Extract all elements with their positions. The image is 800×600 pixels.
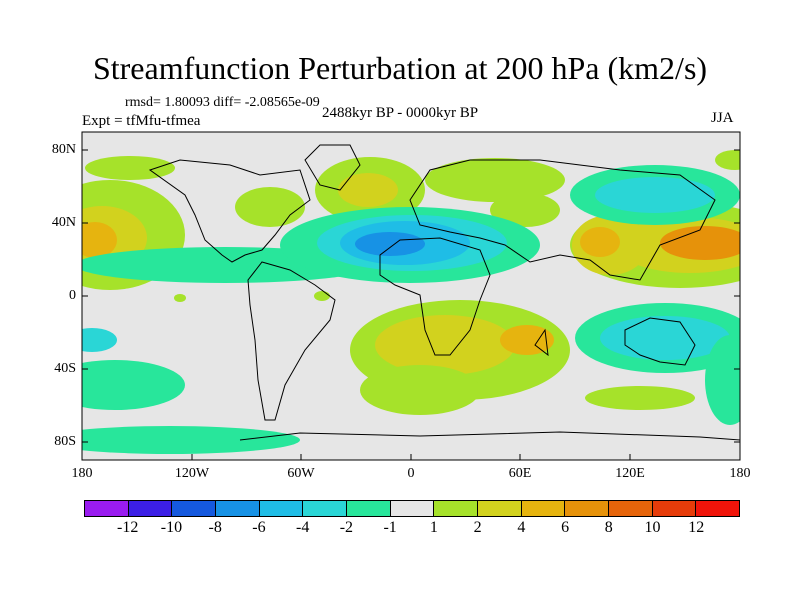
contour-region	[82, 222, 117, 258]
colorbar-tick-label: 1	[429, 519, 438, 536]
coastline-eurasia	[409, 159, 716, 281]
contour-region	[235, 187, 305, 227]
colorbar-tick-label: 10	[644, 519, 661, 536]
map-title: Streamfunction Perturbation at 200 hPa (…	[92, 50, 708, 86]
contour-region	[338, 173, 398, 207]
colorbar-swatch	[564, 500, 609, 517]
lat-label-40n: 40N	[51, 215, 76, 230]
contour-region	[500, 325, 554, 355]
colorbar-swatch	[302, 500, 347, 517]
contour-region	[585, 386, 695, 410]
lon-label-60w: 60W	[287, 466, 315, 481]
colorbar-swatch	[171, 500, 216, 517]
colorbar-swatch	[608, 500, 652, 517]
lat-label-80n: 80N	[51, 142, 76, 157]
colorbar-swatch	[346, 500, 390, 517]
coastline-south-america	[247, 261, 336, 421]
period-label: 2488kyr BP - 0000kyr BP	[322, 105, 479, 121]
contour-region	[705, 335, 740, 425]
coastline-madagascar	[534, 328, 549, 357]
contour-region	[82, 328, 117, 352]
contour-region	[174, 294, 186, 302]
contour-region	[314, 291, 330, 301]
coastline-north-america	[148, 159, 311, 263]
lon-label-120e: 120E	[615, 466, 645, 481]
contour-region	[82, 360, 185, 410]
lon-label-60e: 60E	[508, 466, 532, 481]
colorbar-swatch	[477, 500, 521, 517]
contour-region	[425, 158, 565, 202]
colorbar-tick-label: -8	[208, 519, 222, 536]
contour-region	[360, 365, 480, 415]
lon-label-180w: 180	[71, 466, 93, 481]
colorbar-tick-label: -6	[252, 519, 266, 536]
colorbar-swatch	[695, 500, 741, 517]
colorbar-tick-label: -2	[339, 519, 354, 536]
stats-text: rmsd= 1.80093 diff= -2.08565e-09	[125, 95, 320, 110]
colorbar-swatch	[215, 500, 259, 517]
contour-region	[82, 426, 300, 454]
coastlines	[148, 144, 740, 441]
coastline-africa	[379, 237, 491, 356]
colorbar-tick-label: 4	[517, 519, 526, 536]
contour-region	[600, 316, 730, 360]
lon-label-180e: 180	[729, 466, 751, 481]
colorbar-swatch	[84, 500, 128, 517]
season-label: JJA	[711, 110, 734, 126]
colorbar-swatch	[520, 500, 565, 517]
colorbar	[84, 500, 741, 517]
contour-field	[82, 150, 740, 454]
contour-region	[85, 156, 175, 180]
colorbar-tick-label: -4	[295, 519, 310, 536]
colorbar-tick-label: 8	[604, 519, 613, 536]
contour-region	[580, 227, 620, 257]
lat-label-40s: 40S	[54, 361, 76, 376]
contour-region	[660, 226, 740, 260]
coastline-antarctica	[239, 431, 740, 441]
lat-label-0: 0	[69, 288, 76, 303]
experiment-label: Expt = tfMfu-tfmea	[82, 113, 201, 129]
contour-region	[355, 232, 425, 256]
colorbar-swatch	[651, 500, 696, 517]
colorbar-swatch	[433, 500, 478, 517]
axis-ticks	[81, 149, 741, 460]
colorbar-tick-label: 6	[561, 519, 570, 536]
lon-label-120w: 120W	[174, 466, 210, 481]
lon-label-0: 0	[407, 466, 415, 481]
colorbar-tick-label: -10	[160, 519, 183, 536]
colorbar-tick-label: 12	[688, 519, 705, 536]
colorbar-tick-label: -1	[383, 519, 397, 536]
contour-region	[490, 193, 560, 227]
coastline-australia	[624, 317, 696, 366]
lat-label-80s: 80S	[54, 434, 76, 449]
colorbar-swatch	[127, 500, 172, 517]
colorbar-tick-label: -12	[117, 519, 139, 536]
colorbar-tick-label: 2	[473, 519, 482, 536]
coastline-greenland	[304, 144, 361, 191]
colorbar-swatch	[389, 500, 434, 517]
contour-region	[375, 315, 515, 375]
colorbar-swatch	[258, 500, 303, 517]
contour-region	[595, 177, 715, 213]
contour-region	[715, 150, 740, 170]
